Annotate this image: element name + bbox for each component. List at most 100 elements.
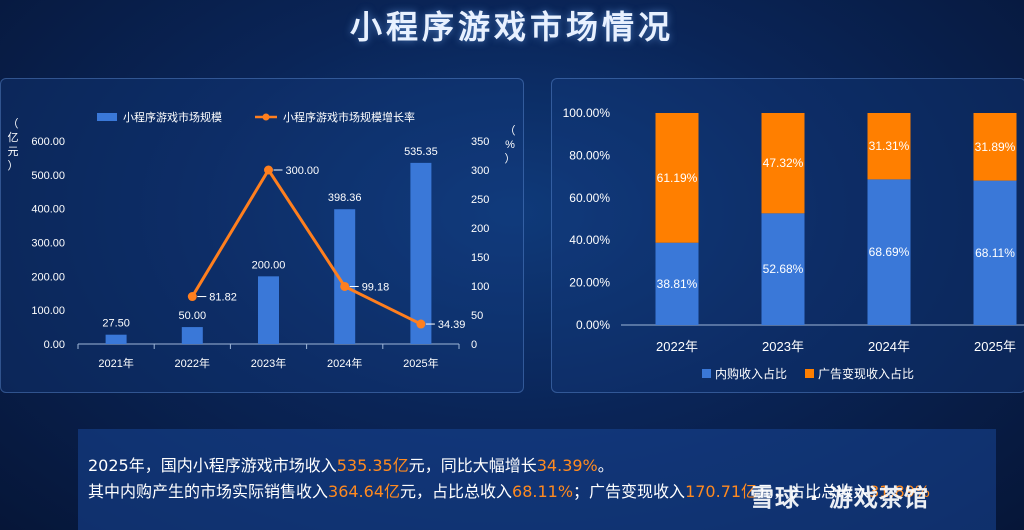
bar-market-size <box>105 334 127 344</box>
x-axis-tick-label: 2022年 <box>175 356 210 370</box>
left-axis-tick-label: 0.00 <box>44 339 65 351</box>
x-axis-tick-label: 2025年 <box>403 356 438 370</box>
page-title: 小程序游戏市场情况 <box>349 8 674 46</box>
bar-ingame-share <box>867 179 911 325</box>
left-axis-tick-label: 400.00 <box>31 204 65 216</box>
growth-rate-point <box>187 292 197 302</box>
left-axis-unit-char: （ <box>8 117 19 130</box>
x-axis-tick-label: 2024年 <box>868 339 910 354</box>
growth-data-label: 34.39 <box>438 319 466 331</box>
bar-ingame-share <box>973 180 1017 325</box>
right-axis-tick-label: 100 <box>471 281 489 293</box>
bar-data-label: 27.50 <box>102 318 130 330</box>
right-axis-unit-char: ） <box>505 152 516 165</box>
summary-line-2: 其中内购产生的市场实际销售收入364.64亿元，占比总收入68.11%；广告变现… <box>88 479 930 505</box>
summary-text: ；广告变现收入 <box>573 482 686 501</box>
bar-market-size <box>181 327 203 344</box>
ads-share-label: 47.32% <box>763 156 804 170</box>
summary-highlight: 535.35亿 <box>336 456 409 475</box>
summary-text: 。 <box>597 456 614 475</box>
summary-highlight: 68.11% <box>512 482 574 501</box>
growth-data-label: 81.82 <box>209 292 237 304</box>
legend-label-growth: 小程序游戏市场规模增长率 <box>283 110 415 124</box>
left-axis-tick-label: 500.00 <box>31 170 65 182</box>
left-axis-unit-char: ） <box>8 159 19 172</box>
bar-market-size <box>258 276 279 344</box>
bar-data-label: 50.00 <box>179 310 207 322</box>
right-axis-tick-label: 0 <box>471 339 477 351</box>
legend-label-size: 小程序游戏市场规模 <box>123 110 222 124</box>
growth-data-label: 99.18 <box>362 281 390 293</box>
left-axis-tick-label: 600.00 <box>31 136 65 148</box>
x-axis-tick-label: 2022年 <box>656 339 698 354</box>
y-axis-tick-label: 0.00% <box>576 318 610 332</box>
bar-market-size <box>334 209 356 344</box>
summary-box: 2025年，国内小程序游戏市场收入535.35亿元，同比大幅增长34.39%。 … <box>78 429 996 530</box>
legend-swatch-ads <box>805 369 814 378</box>
legend-label-ads: 广告变现收入占比 <box>818 366 914 381</box>
x-axis-tick-label: 2025年 <box>974 339 1016 354</box>
left-axis-tick-label: 200.00 <box>31 271 65 283</box>
summary-highlight: 31.89% <box>869 482 931 501</box>
legend-marker-growth <box>262 113 270 121</box>
summary-text: 元，占比总收入 <box>757 482 870 501</box>
x-axis-tick-label: 2023年 <box>251 356 286 370</box>
right-axis-tick-label: 300 <box>471 165 489 177</box>
legend-swatch-ingame <box>702 369 711 378</box>
growth-data-label: 300.00 <box>286 165 320 177</box>
summary-text: 元，同比大幅增长 <box>408 456 537 475</box>
summary-line-1: 2025年，国内小程序游戏市场收入535.35亿元，同比大幅增长34.39%。 <box>88 453 614 479</box>
left-axis-tick-label: 100.00 <box>31 305 65 317</box>
right-axis-tick-label: 50 <box>471 310 483 322</box>
summary-highlight: 364.64亿 <box>328 482 401 501</box>
right-axis-tick-label: 150 <box>471 252 489 264</box>
bar-ads-share <box>973 113 1017 181</box>
growth-rate-point <box>340 281 350 291</box>
y-axis-tick-label: 40.00% <box>569 233 610 247</box>
bar-ingame-share <box>655 242 699 325</box>
left-axis-unit-char: 亿 <box>8 131 19 144</box>
legend-label-ingame: 内购收入占比 <box>715 366 787 381</box>
right-axis-tick-label: 250 <box>471 194 489 206</box>
y-axis-tick-label: 80.00% <box>569 148 610 162</box>
x-axis-tick-label: 2023年 <box>762 339 804 354</box>
y-axis-tick-label: 20.00% <box>569 276 610 290</box>
summary-text: 其中内购产生的市场实际销售收入 <box>88 482 329 501</box>
revenue-share-chart: 0.00% 20.00% 40.00% 60.00% 80.00% 100.00% 38.8… <box>563 106 1024 381</box>
ingame-share-label: 38.81% <box>657 277 698 291</box>
x-axis-tick-label: 2024年 <box>327 356 362 370</box>
ingame-share-label: 68.69% <box>869 245 910 259</box>
bar-market-size <box>410 162 432 344</box>
bar-data-label: 535.35 <box>404 146 438 158</box>
right-axis-tick-label: 200 <box>471 223 489 235</box>
ingame-share-label: 52.68% <box>763 262 804 276</box>
y-axis-tick-label: 60.00% <box>569 191 610 205</box>
bar-ads-share <box>761 113 805 214</box>
left-axis-unit-char: 元 <box>8 146 19 158</box>
legend-swatch-size <box>97 113 117 121</box>
summary-highlight: 170.71亿 <box>685 482 758 501</box>
bar-data-label: 398.36 <box>328 192 362 204</box>
summary-text: 元，占比总收入 <box>400 482 513 501</box>
summary-text: 2025年，国内小程序游戏市场收入 <box>88 456 337 475</box>
ads-share-label: 31.31% <box>869 139 910 153</box>
left-axis-tick-label: 300.00 <box>31 238 65 250</box>
ingame-share-label: 68.11% <box>975 246 1015 260</box>
bar-ingame-share <box>761 213 805 325</box>
x-axis-tick-label: 2021年 <box>98 356 133 370</box>
right-axis-tick-label: 350 <box>471 136 489 148</box>
bar-ads-share <box>655 113 699 243</box>
y-axis-tick-label: 100.00% <box>563 106 611 120</box>
watermark: 雪球 · 游戏茶馆 <box>750 484 929 512</box>
growth-rate-line <box>191 167 422 326</box>
ads-share-label: 31.89% <box>975 140 1016 154</box>
bar-data-label: 200.00 <box>252 259 286 271</box>
growth-rate-point <box>264 165 273 175</box>
ads-share-label: 61.19% <box>657 171 698 185</box>
growth-rate-point <box>416 319 426 329</box>
right-axis-unit-char: % <box>505 139 515 151</box>
right-axis-unit-char: （ <box>505 124 516 137</box>
revenue-share-chart-panel: 0.00% 20.00% 40.00% 60.00% 80.00% 100.00% 38.8… <box>551 78 1024 393</box>
market-size-chart: 小程序游戏市场规模 小程序游戏市场规模增长率（亿元）（%）0.00100.0020… <box>8 110 516 370</box>
summary-highlight: 34.39% <box>536 456 598 475</box>
